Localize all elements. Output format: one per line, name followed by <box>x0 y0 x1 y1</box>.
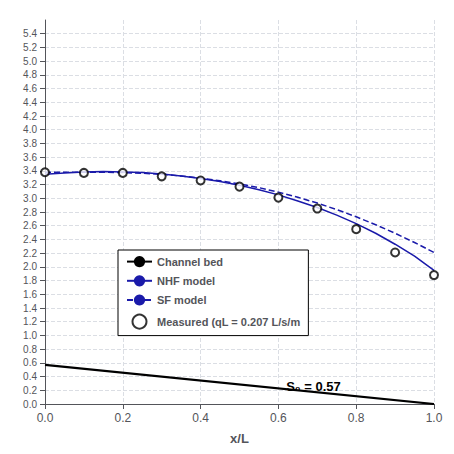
svg-text:0.6: 0.6 <box>23 357 37 368</box>
svg-text:0.0: 0.0 <box>23 399 37 410</box>
svg-text:4.6: 4.6 <box>23 83 37 94</box>
svg-text:0.2: 0.2 <box>114 411 131 425</box>
svg-text:4.2: 4.2 <box>23 111 37 122</box>
svg-text:1.0: 1.0 <box>23 330 37 341</box>
svg-text:1.2: 1.2 <box>23 316 37 327</box>
svg-text:4.0: 4.0 <box>23 124 37 135</box>
svg-text:0.6: 0.6 <box>270 411 287 425</box>
svg-text:4.8: 4.8 <box>23 69 37 80</box>
svg-text:4.4: 4.4 <box>23 97 37 108</box>
svg-text:3.0: 3.0 <box>23 193 37 204</box>
svg-text:2.0: 2.0 <box>23 261 37 272</box>
svg-text:0.4: 0.4 <box>23 371 37 382</box>
svg-text:0.8: 0.8 <box>348 411 365 425</box>
svg-text:SF model: SF model <box>157 294 207 306</box>
svg-text:0.8: 0.8 <box>23 344 37 355</box>
svg-text:1.8: 1.8 <box>23 275 37 286</box>
svg-text:3.4: 3.4 <box>23 165 37 176</box>
svg-text:0.4: 0.4 <box>192 411 209 425</box>
svg-text:5.0: 5.0 <box>23 56 37 67</box>
svg-text:Measured (qL = 0.207 L/s/m: Measured (qL = 0.207 L/s/m <box>157 316 300 328</box>
svg-text:2.8: 2.8 <box>23 207 37 218</box>
svg-text:Channel bed: Channel bed <box>157 256 223 268</box>
svg-text:2.6: 2.6 <box>23 220 37 231</box>
svg-text:1.4: 1.4 <box>23 303 37 314</box>
svg-text:3.2: 3.2 <box>23 179 37 190</box>
svg-text:0.2: 0.2 <box>23 385 37 396</box>
svg-text:1.6: 1.6 <box>23 289 37 300</box>
svg-text:NHF model: NHF model <box>157 275 215 287</box>
svg-text:3.6: 3.6 <box>23 152 37 163</box>
svg-text:5.2: 5.2 <box>23 42 37 53</box>
svg-text:3.8: 3.8 <box>23 138 37 149</box>
svg-text:0.0: 0.0 <box>37 411 54 425</box>
svg-text:5.4: 5.4 <box>23 28 37 39</box>
svg-text:1.0: 1.0 <box>426 411 443 425</box>
svg-text:x/L: x/L <box>230 431 249 446</box>
svg-text:2.2: 2.2 <box>23 248 37 259</box>
svg-text:2.4: 2.4 <box>23 234 37 245</box>
svg-text:S₀ = 0.57: S₀ = 0.57 <box>286 379 341 394</box>
